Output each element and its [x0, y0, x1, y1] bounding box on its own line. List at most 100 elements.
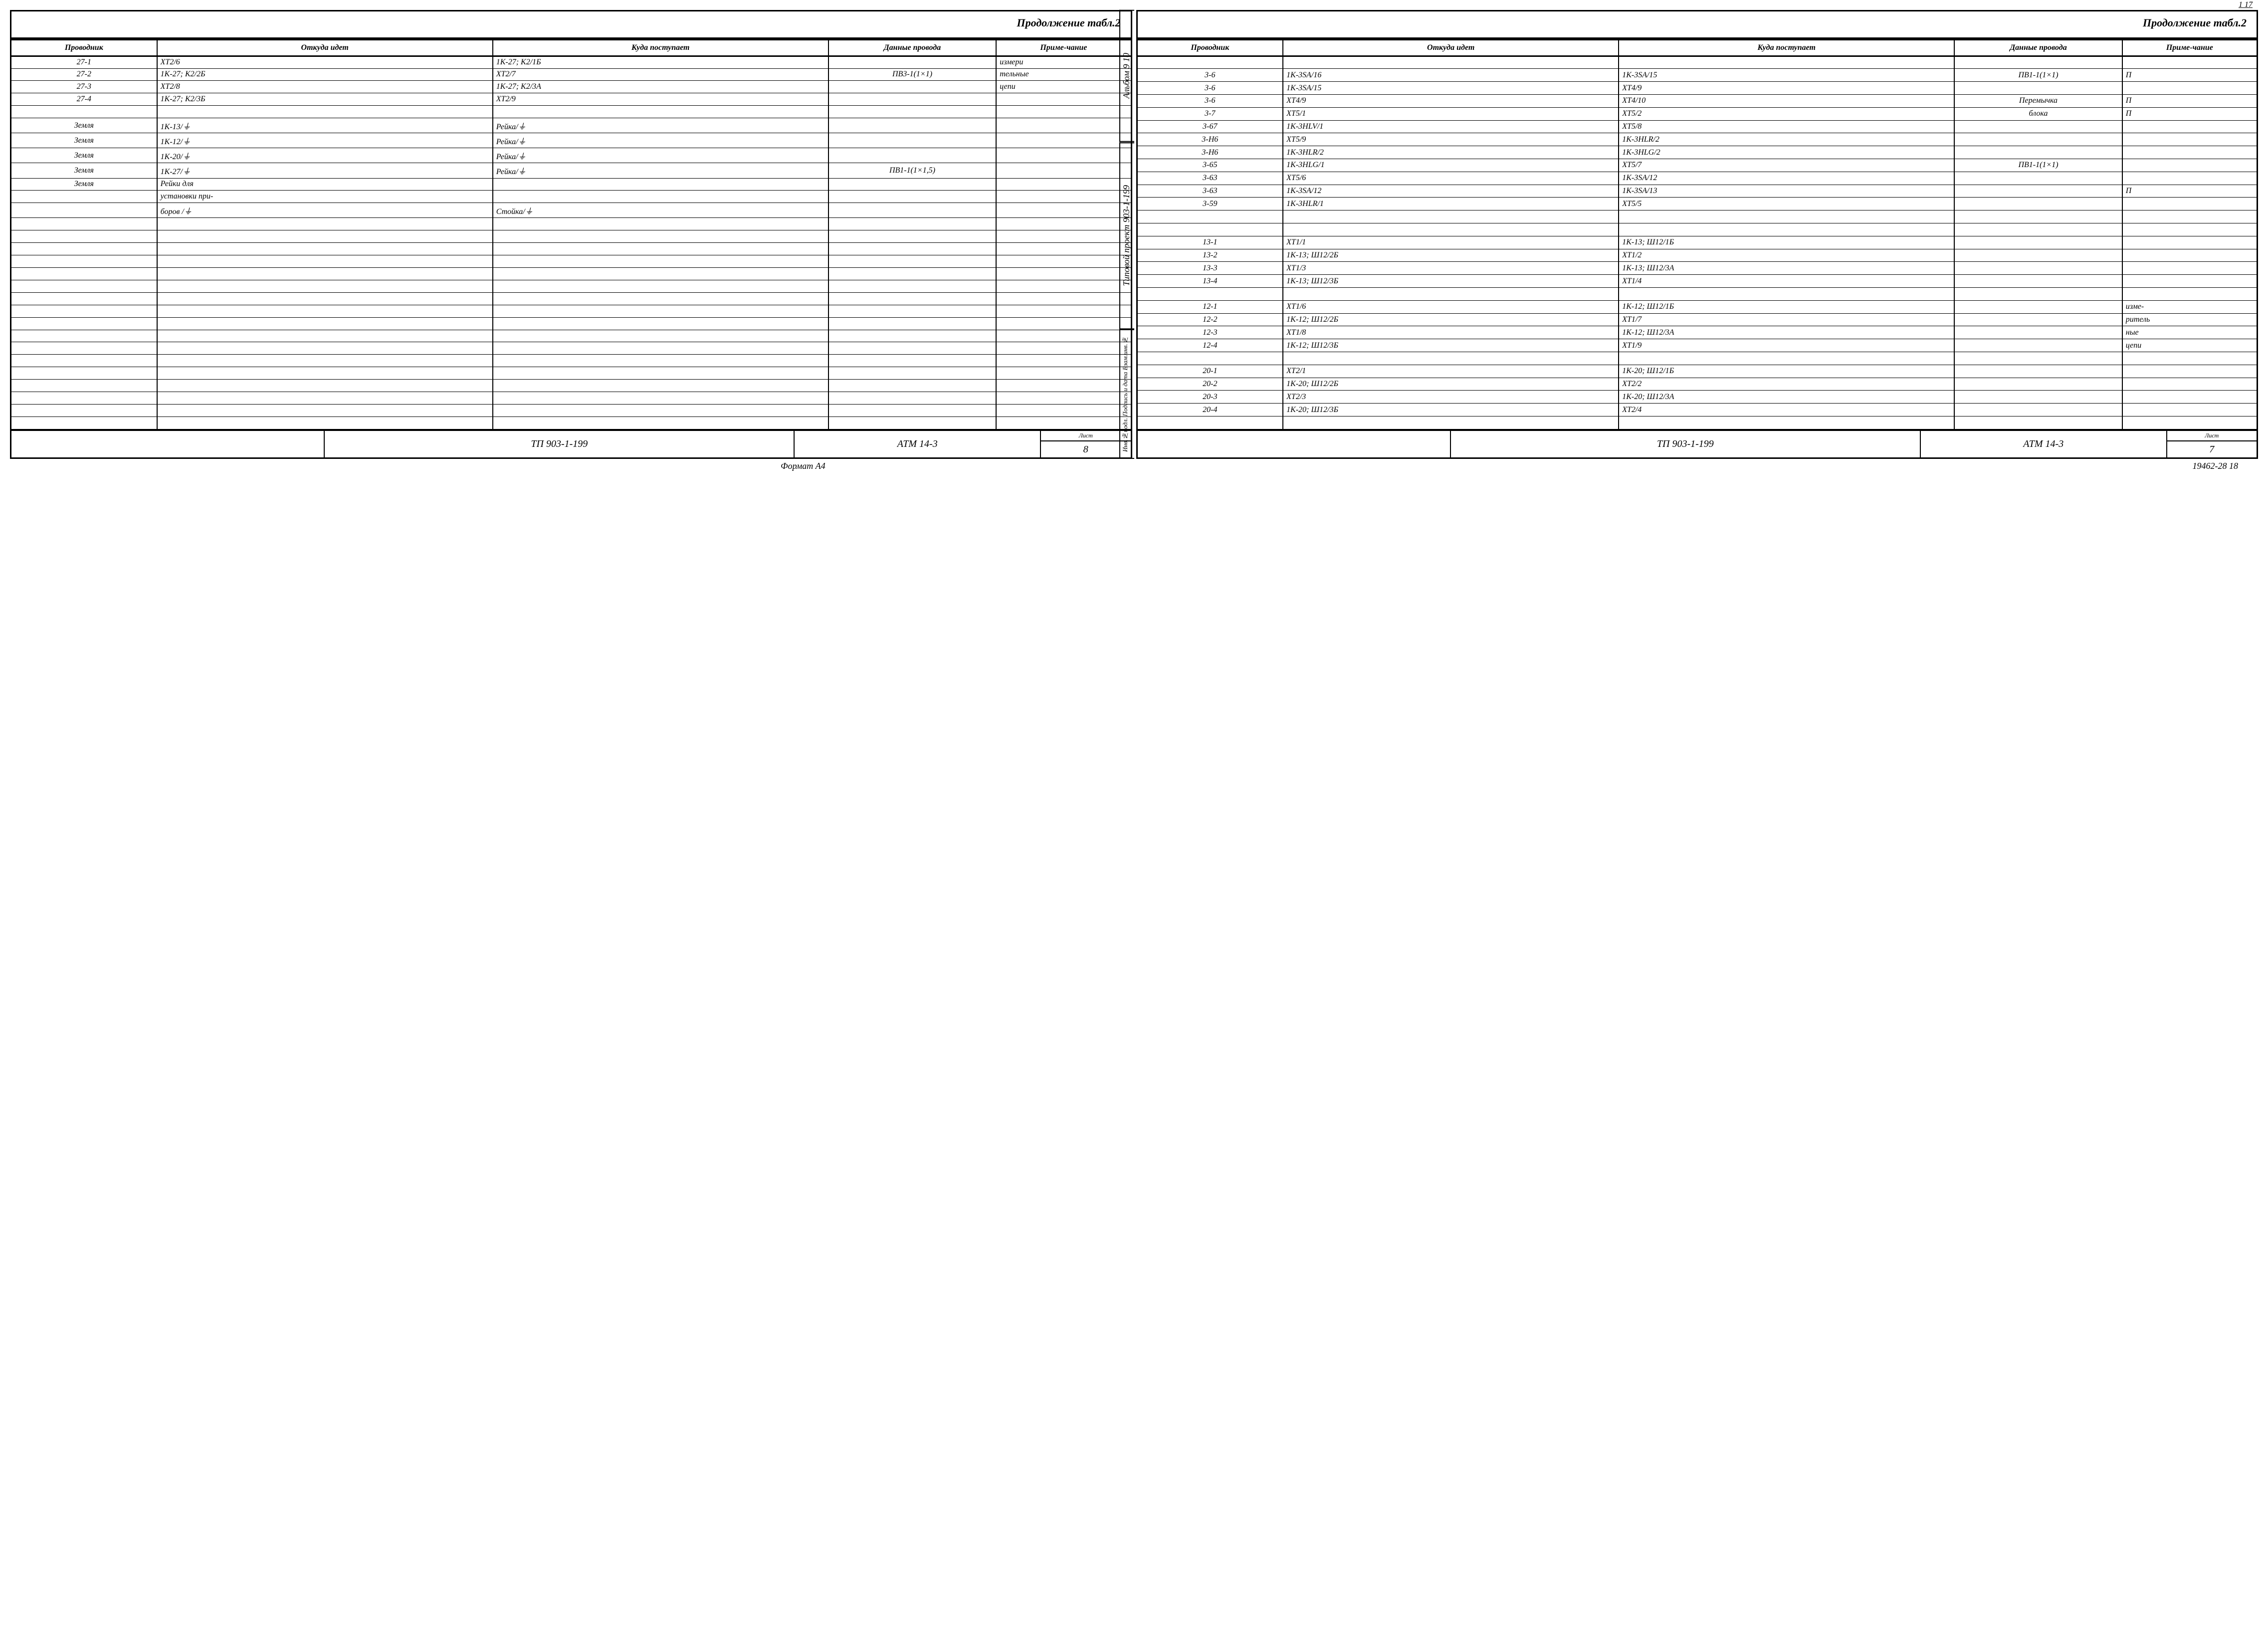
col-from: Откуда идет: [1283, 40, 1619, 56]
table-cell: 27-2: [11, 68, 157, 81]
table-row: 3-7XT5/1XT5/2блокаП: [1138, 107, 2257, 120]
table-row: [11, 405, 1131, 417]
table-row: 27-41K-27; K2/3БXT2/9: [11, 93, 1131, 106]
table-cell: [1954, 185, 2122, 198]
table-cell: [2122, 404, 2257, 416]
table-cell: [11, 355, 157, 367]
table-cell: [11, 367, 157, 380]
table-cell: [996, 405, 1130, 417]
table-row: [1138, 210, 2257, 223]
table-cell: П: [2122, 69, 2257, 82]
table-cell: ПВ1-1(1×1): [1954, 159, 2122, 172]
table-cell: [1954, 404, 2122, 416]
table-cell: [493, 191, 828, 203]
table-cell: цепи: [2122, 339, 2257, 352]
table-cell: [1954, 262, 2122, 275]
table-row: установки при-: [11, 191, 1131, 203]
tb-revision-area: [11, 431, 325, 457]
table-row: 20-1XT2/11K-20; Ш12/1Б: [1138, 365, 2257, 378]
table-cell: 1K-12; Ш12/1Б: [1619, 300, 1954, 313]
tb-sheet-number-left: 8: [1041, 441, 1130, 457]
table-row: 12-1XT1/61K-12; Ш12/1Бизме-: [1138, 300, 2257, 313]
table-cell: [1954, 365, 2122, 378]
table-cell: [157, 355, 493, 367]
table-cell: измери: [996, 56, 1130, 68]
table-cell: [996, 243, 1130, 255]
table-cell: [828, 392, 997, 405]
table-cell: Земля: [11, 178, 157, 191]
table-cell: XT1/7: [1619, 313, 1954, 326]
tb-doc-code: АТМ 14-3: [795, 431, 1041, 457]
table-cell: [493, 255, 828, 268]
format-label: Формат А4: [781, 461, 825, 471]
table-row: [1138, 416, 2257, 429]
col-wire-data: Данные провода: [828, 40, 997, 56]
table-cell: 1K-3SA/15: [1619, 69, 1954, 82]
table-row: 3-631K-3SA/121K-3SA/13П: [1138, 185, 2257, 198]
table-row: 3-6XT4/9XT4/10ПеремычкаП: [1138, 94, 2257, 107]
table-cell: [11, 280, 157, 292]
table-cell: [1954, 326, 2122, 339]
table-row: 3-H61K-3HLR/21K-3HLG/2: [1138, 146, 2257, 159]
table-cell: [2122, 416, 2257, 429]
binding-side-strip: Альбом 9 10 Типовой проект 903-1-199 Инв…: [1119, 10, 1134, 459]
table-cell: [1619, 210, 1954, 223]
table-row: 3-63XT5/61K-3SA/12: [1138, 172, 2257, 185]
table-cell: [828, 133, 997, 148]
table-cell: [2122, 56, 2257, 69]
table-cell: 20-4: [1138, 404, 1283, 416]
table-cell: [996, 230, 1130, 243]
table-cell: [11, 380, 157, 392]
table-cell: [157, 268, 493, 280]
table-cell: [2122, 275, 2257, 288]
table-cell: [996, 106, 1130, 118]
table-cell: Земля: [11, 133, 157, 148]
table-cell: [828, 268, 997, 280]
left-title-block: ТП 903-1-199 АТМ 14-3 Лист 8: [11, 429, 1131, 457]
table-cell: 1K-27/⏚: [157, 163, 493, 178]
table-cell: 3-6: [1138, 82, 1283, 95]
page-left: Продолжение табл.2 Проводник Откуда идет…: [10, 10, 1132, 459]
table-cell: XT5/8: [1619, 120, 1954, 133]
table-cell: 1K-20/⏚: [157, 148, 493, 163]
table-cell: 20-2: [1138, 378, 1283, 391]
table-cell: XT2/1: [1283, 365, 1619, 378]
table-cell: [1283, 287, 1619, 300]
table-cell: [157, 255, 493, 268]
table-cell: [1954, 82, 2122, 95]
table-cell: 1K-3SA/16: [1283, 69, 1619, 82]
table-cell: 1K-3SA/15: [1283, 82, 1619, 95]
table-cell: 1K-12; Ш12/2Б: [1283, 313, 1619, 326]
table-cell: [1954, 56, 2122, 69]
col-note: Приме-чание: [2122, 40, 2257, 56]
two-page-spread: Продолжение табл.2 Проводник Откуда идет…: [10, 10, 2258, 459]
table-cell: установки при-: [157, 191, 493, 203]
table-row: Земля1K-12/⏚Рейка/⏚: [11, 133, 1131, 148]
table-cell: XT4/9: [1619, 82, 1954, 95]
table-cell: [11, 243, 157, 255]
table-cell: [1138, 56, 1283, 69]
table-cell: [11, 416, 157, 429]
table-row: 12-41K-12; Ш12/3БXT1/9цепи: [1138, 339, 2257, 352]
table-cell: [157, 106, 493, 118]
table-cell: 3-6: [1138, 69, 1283, 82]
table-cell: 1K-3HLG/1: [1283, 159, 1619, 172]
table-cell: XT2/8: [157, 81, 493, 93]
table-cell: [828, 118, 997, 133]
table-row: Земля1K-13/⏚Рейка/⏚: [11, 118, 1131, 133]
table-cell: блока: [1954, 107, 2122, 120]
table-cell: [2122, 378, 2257, 391]
table-cell: [1954, 416, 2122, 429]
table-row: 3-61K-3SA/161K-3SA/15ПВ1-1(1×1)П: [1138, 69, 2257, 82]
table-row: 13-21K-13; Ш12/2БXT1/2: [1138, 249, 2257, 262]
table-row: [11, 305, 1131, 317]
table-cell: [1283, 210, 1619, 223]
table-cell: 1K-3HLG/2: [1619, 146, 1954, 159]
table-cell: [493, 317, 828, 330]
table-cell: [157, 317, 493, 330]
table-row: [11, 392, 1131, 405]
table-cell: 3-6: [1138, 94, 1283, 107]
table-cell: [996, 416, 1130, 429]
table-cell: [157, 392, 493, 405]
table-cell: [11, 268, 157, 280]
